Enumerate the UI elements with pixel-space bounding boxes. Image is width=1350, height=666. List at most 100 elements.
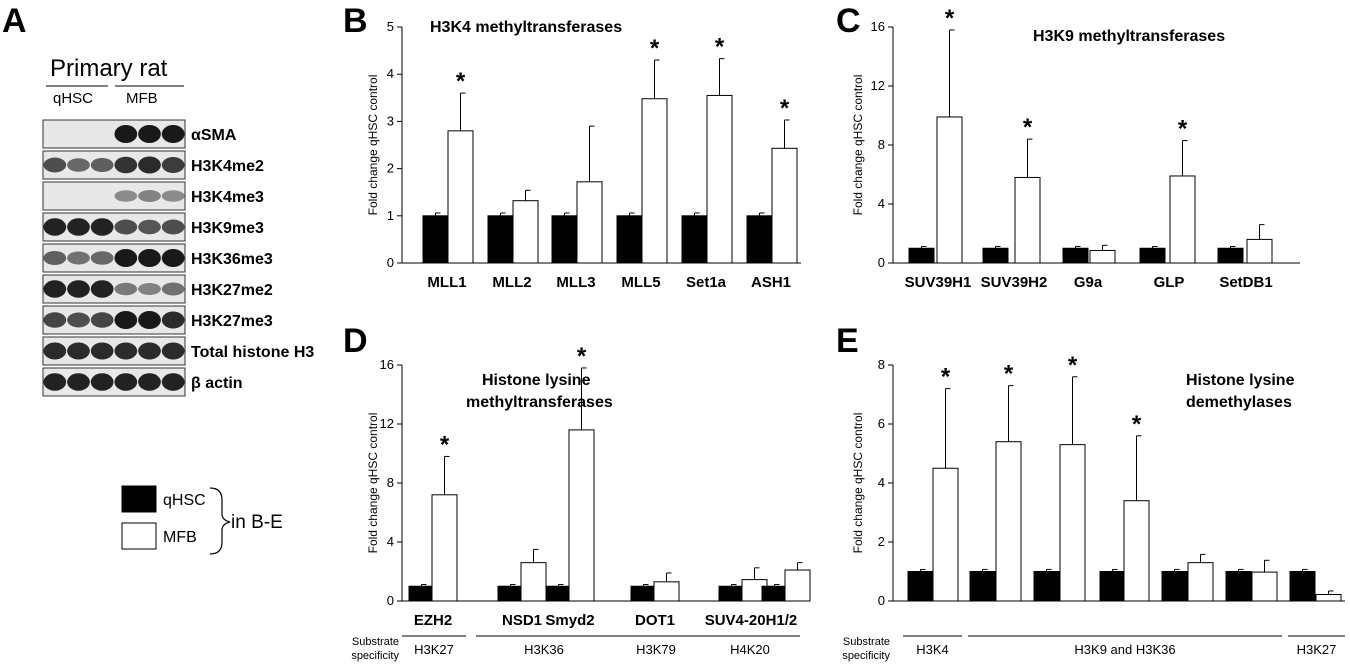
blot-band [67, 251, 90, 265]
bar-mfb [431, 494, 458, 602]
category-label: ASH1 [751, 274, 791, 291]
blot-band [114, 373, 138, 391]
category-label: MLL3 [556, 274, 595, 291]
category-label: MLL1 [427, 274, 466, 291]
category-label: SetDB1 [1219, 274, 1272, 291]
qhsc-group-label: qHSC [53, 90, 93, 107]
blot-band [43, 280, 67, 298]
blot-band [43, 251, 67, 265]
bar-qhsc [1033, 571, 1060, 602]
substrate-group-label: H3K27 [414, 642, 454, 657]
blot-band [114, 190, 138, 202]
chart-panel-d: D Histone lysine methyltransferases 0 4 8 12 16… [343, 322, 811, 662]
y-tick-label: 4 [387, 534, 394, 549]
substrate-group-label: H3K79 [636, 642, 676, 657]
significance-star: * [715, 34, 725, 61]
blot-band [114, 311, 138, 329]
blot-band [114, 249, 138, 267]
y-tick-label: 0 [387, 255, 394, 270]
blot-band [161, 190, 185, 202]
blot-band [90, 373, 114, 391]
y-axis-label: Fold change qHSC control [851, 413, 865, 554]
significance-star: * [941, 364, 951, 391]
legend-label-qhsc: qHSC [163, 492, 206, 509]
blot-band [67, 312, 90, 328]
legend-label-mfb: MFB [163, 529, 197, 546]
blot-band [138, 311, 161, 329]
blot-band [161, 157, 185, 173]
y-tick-label: 2 [878, 534, 885, 549]
y-axis-label: Fold change qHSC control [851, 75, 865, 216]
significance-star: * [1068, 352, 1078, 379]
blot-heading: Primary rat [50, 55, 168, 82]
y-tick-label: 12 [871, 78, 885, 93]
significance-star: * [1178, 116, 1188, 143]
blot-band [90, 342, 114, 360]
blot-strip [42, 119, 186, 149]
bar-qhsc [616, 215, 643, 264]
blot-strip [42, 181, 186, 211]
legend-swatch-qhsc [121, 485, 157, 513]
category-label: Smyd2 [545, 612, 594, 629]
category-label: SUV4-20H1/2 [705, 612, 798, 629]
bar-mfb [512, 200, 539, 264]
blot-band [138, 373, 161, 391]
blot-band [114, 219, 138, 235]
blot-band [43, 342, 67, 360]
blot-band [161, 342, 185, 360]
category-label: DOT1 [635, 612, 675, 629]
bar-mfb [576, 181, 603, 264]
significance-star: * [650, 35, 660, 62]
mfb-group-label: MFB [126, 90, 158, 107]
y-tick-label: 6 [878, 416, 885, 431]
bar-mfb [1187, 562, 1214, 602]
bar-qhsc [497, 585, 524, 602]
chart-title-line: demethylases [1186, 394, 1292, 411]
significance-star: * [577, 343, 587, 370]
panel-letter: E [836, 322, 859, 360]
blot-strip [42, 367, 186, 397]
bar-mfb [706, 94, 733, 264]
bar-mfb [1059, 444, 1086, 602]
blot-strip [42, 243, 186, 273]
bar-qhsc [761, 585, 788, 602]
panel-letter: D [343, 322, 368, 360]
blot-band [90, 280, 114, 298]
category-label: EZH2 [414, 612, 452, 629]
y-tick-label: 4 [878, 196, 885, 211]
blot-band [43, 312, 67, 328]
bar-mfb [771, 147, 798, 264]
chart-panel-c: C H3K9 methyltransferases 0 4 8 12 16 Fold chan… [836, 2, 1300, 291]
category-label: Set1a [686, 274, 727, 291]
significance-star: * [456, 68, 466, 95]
bar-mfb [447, 130, 474, 264]
category-label: NSD1 [502, 612, 542, 629]
blot-label: H3K36me3 [191, 251, 273, 268]
substrate-header-line: Substrate [843, 636, 890, 648]
blot-band [67, 158, 90, 172]
blot-band [67, 342, 90, 360]
blot-band [90, 312, 114, 328]
blot-band [90, 218, 114, 236]
bar-qhsc [551, 215, 578, 264]
blot-band [43, 373, 67, 391]
blot-band [67, 218, 90, 236]
bar-qhsc [1289, 571, 1316, 602]
y-tick-label: 1 [387, 208, 394, 223]
blot-band [138, 219, 161, 235]
bar-qhsc [982, 247, 1009, 264]
bar-mfb [1089, 249, 1116, 264]
significance-star: * [1132, 411, 1142, 438]
y-tick-label: 4 [387, 66, 394, 81]
blot-band [161, 311, 185, 329]
y-tick-label: 16 [380, 357, 394, 372]
blot-band [43, 218, 67, 236]
panel-a-western-blot: A Primary rat qHSC MFB αSMA H3K4me2 H3K4me… [2, 2, 314, 397]
bar-qhsc [1225, 571, 1252, 602]
blot-label: H3K4me2 [191, 158, 264, 175]
y-axis-label: Fold change qHSC control [366, 75, 380, 216]
bar-mfb [1014, 176, 1041, 264]
bar-qhsc [1139, 247, 1166, 264]
bar-mfb [641, 98, 668, 264]
